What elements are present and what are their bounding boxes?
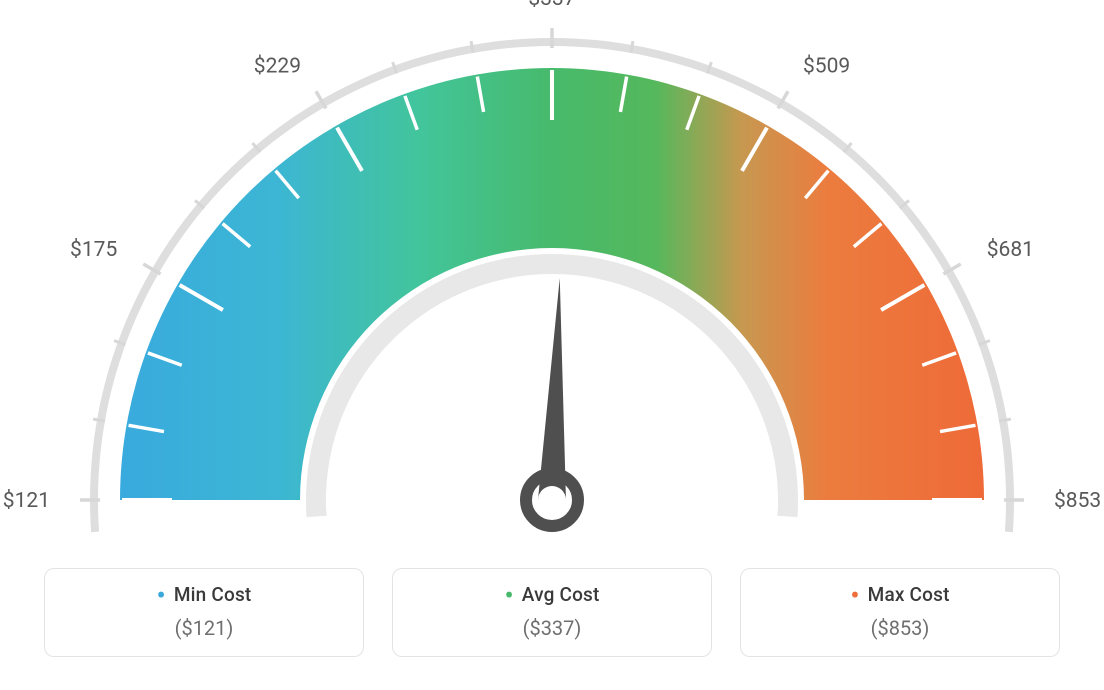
gauge-minor-tick [999,419,1011,421]
gauge-tick-label: $337 [528,0,575,11]
gauge-svg: $121 $175 $229 $337 $509 $681 $853 [0,0,1104,560]
legend-card-max: Max Cost ($853) [740,568,1060,657]
gauge-tick-label: $121 [3,489,50,513]
legend-max-value: ($853) [751,616,1049,640]
legend-min-label: Min Cost [55,583,353,606]
legend-avg-label: Avg Cost [403,583,701,606]
legend-row: Min Cost ($121) Avg Cost ($337) Max Cost… [0,568,1104,657]
legend-card-min: Min Cost ($121) [44,568,364,657]
gauge-needle-hub-inner [538,486,566,514]
gauge-minor-tick [631,41,633,53]
gauge-tick-label: $853 [1054,489,1101,513]
gauge-tick-label: $175 [70,238,117,262]
gauge-tick-label: $229 [254,54,301,78]
legend-card-avg: Avg Cost ($337) [392,568,712,657]
gauge-tick-label: $681 [987,238,1034,262]
legend-max-label: Max Cost [751,583,1049,606]
gauge-minor-tick [93,419,105,421]
gauge-needle [538,278,566,500]
legend-avg-value: ($337) [403,616,701,640]
gauge-minor-tick [471,41,473,53]
cost-gauge: $121 $175 $229 $337 $509 $681 $853 [0,0,1104,560]
gauge-tick-label: $509 [803,54,850,78]
legend-min-value: ($121) [55,616,353,640]
